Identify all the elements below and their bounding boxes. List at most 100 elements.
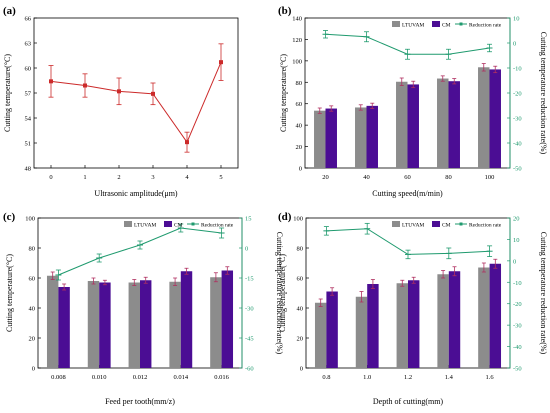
bar-cm xyxy=(366,105,378,168)
series-line xyxy=(48,43,224,153)
series-reduction-rate xyxy=(322,30,493,60)
y2-tick-label: -60 xyxy=(245,366,254,373)
bar-ltuvam xyxy=(478,67,490,168)
y-tick-label: 80 xyxy=(29,246,36,253)
legend-marker-rate xyxy=(459,22,463,26)
legend-label: LTUVAM xyxy=(402,223,424,229)
legend: LTUVAM CM Reduction rate xyxy=(392,221,502,229)
data-point xyxy=(83,83,87,88)
x-tick-label: 0.016 xyxy=(214,374,229,381)
y2-tick-label: 0 xyxy=(245,246,248,253)
x-tick-label: 0.8 xyxy=(322,374,330,381)
bar-cm xyxy=(325,108,337,168)
panel-label: (b) xyxy=(278,5,292,17)
x-axis-label: Feed per tooth(mm/z) xyxy=(105,397,175,406)
legend-marker-rate xyxy=(459,222,463,226)
bar-ltuvam xyxy=(314,110,326,168)
y2-tick-label: -10 xyxy=(513,280,522,287)
y-axis-right: -50 -40 -30 -20 -10 0 10 20 xyxy=(507,216,522,373)
bars xyxy=(314,63,501,168)
y-tick-label: 60 xyxy=(297,276,304,283)
y-axis-left: 48 51 54 57 60 63 66 xyxy=(25,16,37,173)
legend-label: CM xyxy=(174,223,183,229)
bars xyxy=(314,258,502,368)
x-tick-label: 1 xyxy=(83,174,86,181)
panel-label: (c) xyxy=(3,211,16,223)
y-tick-label: 80 xyxy=(297,246,304,253)
bar-cm xyxy=(58,287,70,368)
bar-ltuvam xyxy=(396,81,408,168)
bar-ltuvam xyxy=(437,274,449,368)
y2-tick-label: -50 xyxy=(513,166,522,173)
data-point xyxy=(151,91,155,96)
y-tick-label: 40 xyxy=(29,306,36,313)
y2-tick-label: -30 xyxy=(513,323,522,330)
y-axis-left: 0 20 40 60 80 100 120 140 xyxy=(292,16,308,173)
y-tick-label: 57 xyxy=(25,91,32,98)
y-tick-label: 80 xyxy=(296,80,303,87)
y-tick-label: 0 xyxy=(300,366,303,373)
y2-tick-label: -50 xyxy=(513,366,522,373)
y-axis-label: Cutting temperature(°C) xyxy=(3,54,12,132)
y2-tick-label: 0 xyxy=(513,41,516,48)
y2-tick-label: 0 xyxy=(513,258,516,265)
y-tick-label: 66 xyxy=(25,16,32,23)
y-tick-label: 100 xyxy=(25,216,35,223)
x-axis: 0 1 2 3 4 5 xyxy=(49,165,223,181)
y-tick-label: 60 xyxy=(29,276,36,283)
bar-ltuvam xyxy=(314,302,327,368)
legend-swatch-cm xyxy=(432,221,440,227)
x-tick-label: 0.012 xyxy=(133,374,148,381)
x-tick-label: 0.008 xyxy=(51,374,66,381)
y-axis-label: Cutting temperature(°C) xyxy=(5,254,14,332)
y-axis-left: 0 20 40 60 80 100 xyxy=(25,216,41,373)
bar-cm xyxy=(180,271,193,368)
chart-a: (a) 48 51 54 57 60 63 66 0 1 2 3 4 5 Ultrasonic amplit… xyxy=(3,5,239,198)
y-tick-label: 120 xyxy=(292,37,302,44)
chart-c: (c) 0 20 40 60 80 100 -60 -45 -30 -15 0 15 0.008 0.010… xyxy=(3,211,284,406)
x-tick-label: 5 xyxy=(219,174,222,181)
x-axis-label: Depth of cutting(mm) xyxy=(373,397,444,406)
x-tick-label: 1.4 xyxy=(445,374,454,381)
y2-tick-label: -20 xyxy=(513,301,522,308)
bar-cm xyxy=(326,291,338,368)
legend: LTUVAM CM Reduction rate xyxy=(392,21,502,29)
bar-cm xyxy=(99,282,111,368)
y2-tick-label: 10 xyxy=(513,16,520,23)
x-tick-label: 0.014 xyxy=(173,374,188,381)
data-point xyxy=(185,140,189,145)
x-tick-label: 1.6 xyxy=(486,374,495,381)
bar-ltuvam xyxy=(169,281,181,368)
x-tick-label: 1.2 xyxy=(404,374,412,381)
legend-marker-rate xyxy=(191,222,195,226)
y-tick-label: 63 xyxy=(25,41,32,48)
y2-tick-label: 20 xyxy=(513,216,520,223)
legend-label: CM xyxy=(442,223,451,229)
bar-ltuvam xyxy=(46,275,59,368)
y-tick-label: 54 xyxy=(25,116,32,123)
bar-cm xyxy=(367,284,379,368)
bar-ltuvam xyxy=(87,281,100,368)
data-point xyxy=(117,89,121,94)
y-tick-label: 100 xyxy=(293,216,303,223)
y2-tick-label: -20 xyxy=(513,91,522,98)
bar-cm xyxy=(489,263,502,368)
y2-axis-label: Cutting temperature reduction rate(%) xyxy=(275,232,284,355)
y2-tick-label: -40 xyxy=(513,141,522,148)
x-axis-label: Cutting speed(m/min) xyxy=(372,189,443,198)
x-tick-label: 3 xyxy=(151,174,154,181)
y-axis-label: Cutting temperature(°C) xyxy=(278,254,287,332)
bar-ltuvam xyxy=(355,296,368,368)
x-axis-label: Ultrasonic amplitude(μm) xyxy=(94,189,177,198)
bar-ltuvam xyxy=(355,107,367,168)
y-axis-left: 0 20 40 60 80 100 xyxy=(293,216,309,373)
y-tick-label: 40 xyxy=(296,123,303,130)
legend-swatch-cm xyxy=(432,21,440,27)
x-tick-label: 60 xyxy=(404,174,411,181)
series-reduction-rate xyxy=(323,222,493,260)
x-tick-label: 1.0 xyxy=(363,374,371,381)
series-path xyxy=(50,61,222,144)
legend-swatch-ltuvam xyxy=(392,221,400,227)
y-tick-label: 60 xyxy=(25,66,32,73)
